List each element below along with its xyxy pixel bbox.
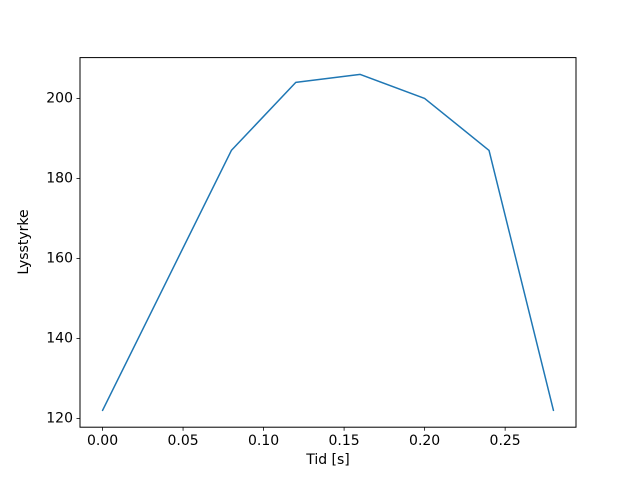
x-tick-label: 0.15	[329, 433, 360, 449]
x-tick-label: 0.10	[248, 433, 279, 449]
y-axis-label: Lysstyrke	[16, 209, 32, 274]
y-tick-label: 200	[46, 90, 73, 106]
y-tick-label: 180	[46, 170, 73, 186]
data-line	[101, 73, 555, 412]
y-tick-label: 120	[46, 410, 73, 426]
plot-spines	[79, 57, 577, 428]
y-tick-label: 160	[46, 250, 73, 266]
x-tick-label: 0.20	[409, 433, 440, 449]
x-tick-label: 0.05	[167, 433, 198, 449]
plot-area: 0.00 0.05 0.10 0.15 0.20 0.25 120 140 160 180 200	[46, 57, 577, 449]
y-tick-label: 140	[46, 330, 73, 346]
x-tick-label: 0.25	[490, 433, 521, 449]
x-axis-label: Tid [s]	[305, 452, 350, 468]
x-tick-label: 0.00	[87, 433, 118, 449]
